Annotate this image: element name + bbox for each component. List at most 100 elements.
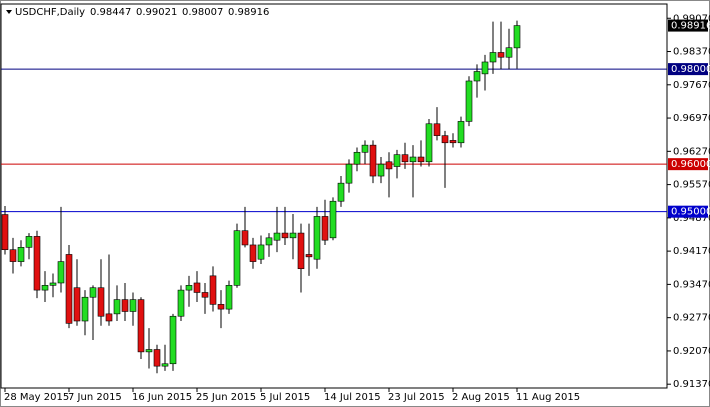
x-tick-label: 25 Jun 2015 [196, 392, 256, 403]
chart-title: USDCHF,Daily [15, 7, 85, 18]
bull-body [233, 230, 241, 286]
bear-body [153, 349, 161, 367]
header-value: 0.98916 [228, 7, 269, 18]
bull-body [265, 237, 273, 246]
x-tick-label: 7 Jun 2015 [68, 392, 122, 403]
bull-body [465, 80, 473, 122]
menu-arrow[interactable] [6, 10, 12, 14]
bear-body [137, 299, 145, 353]
bear-body [321, 216, 329, 241]
bear-body [297, 232, 305, 270]
bear-body [401, 154, 409, 163]
bear-body [217, 304, 225, 310]
bull-body [393, 154, 401, 167]
bear-body [433, 123, 441, 136]
bull-body [505, 47, 513, 58]
bull-body [377, 163, 385, 177]
bull-body [89, 287, 97, 298]
bull-body [513, 25, 521, 49]
price-label-box [668, 63, 708, 76]
bear-body [281, 232, 289, 239]
x-tick-label: 2 Aug 2015 [452, 392, 510, 403]
bear-body [65, 254, 73, 324]
last-price-label: 0.98916 [671, 21, 710, 32]
bull-body [345, 163, 353, 184]
bear-body [249, 244, 257, 262]
x-tick-label: 16 Jun 2015 [132, 392, 192, 403]
bull-body [329, 200, 337, 239]
bull-body [361, 144, 369, 153]
bear-body [241, 230, 249, 246]
bear-body [1, 214, 9, 251]
bear-body [9, 249, 17, 262]
header-value: 0.99021 [136, 7, 177, 18]
bull-body [169, 315, 177, 365]
bull-body [145, 349, 153, 353]
bear-body [417, 156, 425, 163]
bear-body [121, 299, 129, 312]
bear-body [305, 254, 313, 258]
bull-body [177, 289, 185, 317]
bull-body [185, 285, 193, 291]
bear-body [33, 236, 41, 291]
bull-body [273, 232, 281, 241]
bull-body [257, 244, 265, 260]
bear-body [497, 52, 505, 58]
bull-body [25, 236, 33, 248]
bear-body [97, 287, 105, 317]
price-label-box [668, 158, 708, 171]
bull-body [225, 285, 233, 310]
price-label-box [668, 205, 708, 218]
bear-body [449, 140, 457, 144]
price-label: 0.98000 [671, 64, 710, 75]
bull-body [425, 123, 433, 163]
x-tick-label: 14 Jul 2015 [324, 392, 381, 403]
bull-body [289, 232, 297, 239]
bull-body [337, 182, 345, 202]
plot-area [0, 3, 668, 389]
price-label: 0.96000 [671, 159, 710, 170]
bear-body [441, 135, 449, 144]
bear-body [201, 292, 209, 298]
bear-body [193, 282, 201, 293]
bull-body [81, 296, 89, 322]
bear-body [369, 144, 377, 177]
bull-body [161, 363, 169, 367]
bull-body [489, 52, 497, 63]
bull-body [353, 151, 361, 165]
x-tick-label: 5 Jul 2015 [260, 392, 310, 403]
header-value: 0.98007 [182, 7, 223, 18]
bear-body [73, 287, 81, 322]
bull-body [41, 285, 49, 291]
bear-body [385, 161, 393, 170]
bull-body [57, 261, 65, 284]
bull-body [129, 299, 137, 312]
last-price-box [668, 19, 708, 32]
x-tick-label: 11 Aug 2015 [516, 392, 580, 403]
bull-body [481, 61, 489, 75]
x-tick-label: 28 May 2015 [4, 392, 69, 403]
x-tick-label: 23 Jul 2015 [388, 392, 445, 403]
bear-body [105, 313, 113, 322]
bear-body [209, 275, 217, 305]
price-label: 0.95000 [671, 207, 710, 218]
header-value: 0.98447 [90, 7, 131, 18]
bull-body [313, 216, 321, 260]
bull-body [457, 121, 465, 144]
bull-body [409, 156, 417, 163]
bull-body [473, 71, 481, 82]
bull-body [113, 299, 121, 315]
